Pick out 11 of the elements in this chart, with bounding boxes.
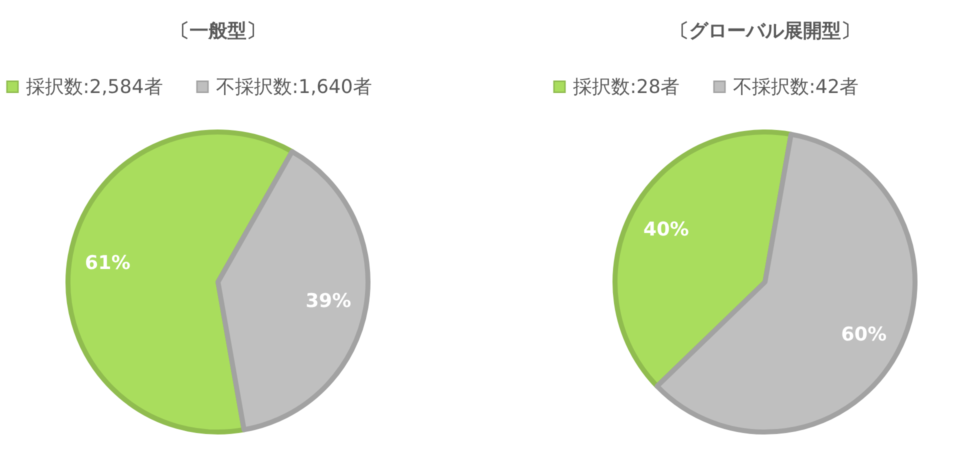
data-label: 61% bbox=[84, 252, 130, 274]
legend-label: 採択数:28者 bbox=[573, 76, 680, 98]
data-label: 60% bbox=[841, 324, 887, 346]
data-label: 40% bbox=[643, 218, 689, 240]
chart-title: 〔一般型〕 bbox=[170, 20, 266, 42]
legend-label: 不採択数:42者 bbox=[733, 76, 859, 98]
legend-label: 採択数:2,584者 bbox=[26, 76, 163, 98]
chart-title: 〔グローバル展開型〕 bbox=[670, 20, 860, 42]
data-label: 39% bbox=[306, 290, 352, 312]
pie-slice bbox=[612, 130, 794, 389]
legend-label: 不採択数:1,640者 bbox=[216, 76, 372, 98]
